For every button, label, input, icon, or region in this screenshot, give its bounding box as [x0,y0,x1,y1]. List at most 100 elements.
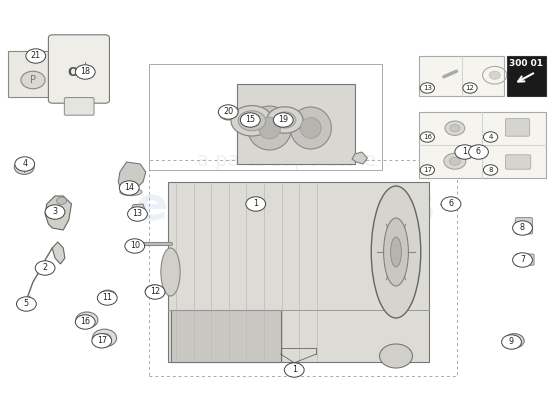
FancyBboxPatch shape [515,254,534,265]
Text: 12: 12 [150,288,160,296]
Text: 1: 1 [462,148,468,156]
FancyBboxPatch shape [48,35,109,103]
Circle shape [469,145,488,159]
Circle shape [224,111,232,117]
Ellipse shape [300,118,321,138]
Text: OIL: OIL [68,66,91,78]
Circle shape [483,132,498,142]
Ellipse shape [379,344,412,368]
Polygon shape [352,152,367,164]
Text: 6: 6 [448,200,454,208]
Circle shape [441,197,461,211]
Circle shape [463,83,477,93]
Circle shape [490,71,500,79]
Circle shape [145,285,163,298]
Text: 5: 5 [24,300,29,308]
Circle shape [420,132,434,142]
Circle shape [100,290,116,302]
Circle shape [97,291,117,305]
Text: 16: 16 [80,318,90,326]
Polygon shape [52,242,65,264]
Circle shape [231,106,273,136]
Ellipse shape [371,186,421,318]
Circle shape [75,65,95,79]
Text: 13: 13 [133,210,142,218]
Circle shape [420,83,434,93]
Ellipse shape [120,188,142,196]
FancyBboxPatch shape [505,155,531,169]
Bar [148,160,456,376]
Circle shape [16,297,36,311]
Circle shape [19,164,29,171]
Circle shape [513,221,532,235]
Circle shape [76,312,98,328]
Circle shape [284,363,304,377]
Text: 20: 20 [223,108,233,116]
Circle shape [218,105,238,119]
Text: 2: 2 [42,264,48,272]
Circle shape [420,165,434,175]
Circle shape [14,160,34,174]
Text: 8: 8 [520,224,525,232]
Circle shape [274,112,296,128]
Circle shape [98,333,111,343]
Text: 10: 10 [130,242,140,250]
Circle shape [53,209,63,216]
Text: 21: 21 [31,52,41,60]
Text: 13: 13 [423,85,432,91]
Circle shape [81,316,92,324]
Text: a parts superstore: a parts superstore [196,150,376,170]
Text: 16: 16 [423,134,432,140]
Bar [419,56,504,96]
Circle shape [26,49,46,63]
Circle shape [483,165,498,175]
FancyBboxPatch shape [505,118,530,136]
Bar [419,112,546,178]
Text: 6: 6 [476,148,481,156]
Circle shape [119,181,139,195]
Circle shape [449,157,460,165]
Circle shape [21,71,45,89]
Ellipse shape [290,107,331,149]
Ellipse shape [248,106,292,150]
Circle shape [45,205,65,219]
Circle shape [15,157,35,171]
Text: 19: 19 [278,116,288,124]
Text: eurospares: eurospares [136,186,436,230]
Polygon shape [131,204,146,216]
Circle shape [145,285,165,299]
Bar [148,64,382,170]
Circle shape [502,335,521,349]
FancyBboxPatch shape [8,51,58,97]
Text: 1: 1 [253,200,258,208]
Polygon shape [118,162,146,192]
Text: 18: 18 [80,68,90,76]
Circle shape [19,300,34,310]
FancyBboxPatch shape [170,310,280,362]
Circle shape [445,121,465,135]
Text: 14: 14 [124,184,134,192]
Circle shape [245,116,258,126]
Text: 12: 12 [465,85,475,91]
FancyBboxPatch shape [236,84,355,164]
FancyBboxPatch shape [64,98,94,115]
Text: 7: 7 [520,256,525,264]
FancyBboxPatch shape [168,182,429,362]
Circle shape [444,153,466,169]
Circle shape [92,329,117,347]
Ellipse shape [390,237,402,267]
Text: 1: 1 [292,366,297,374]
Text: 17: 17 [97,336,107,345]
Text: 300 01: 300 01 [509,60,543,68]
Text: P: P [30,75,36,85]
Circle shape [504,334,524,348]
Text: 17: 17 [423,167,432,173]
Circle shape [238,111,266,131]
Circle shape [75,315,95,329]
Circle shape [240,113,260,127]
Text: 8: 8 [488,167,493,173]
Circle shape [57,197,67,204]
Circle shape [246,197,266,211]
Text: 3: 3 [52,208,58,216]
Polygon shape [45,196,72,230]
